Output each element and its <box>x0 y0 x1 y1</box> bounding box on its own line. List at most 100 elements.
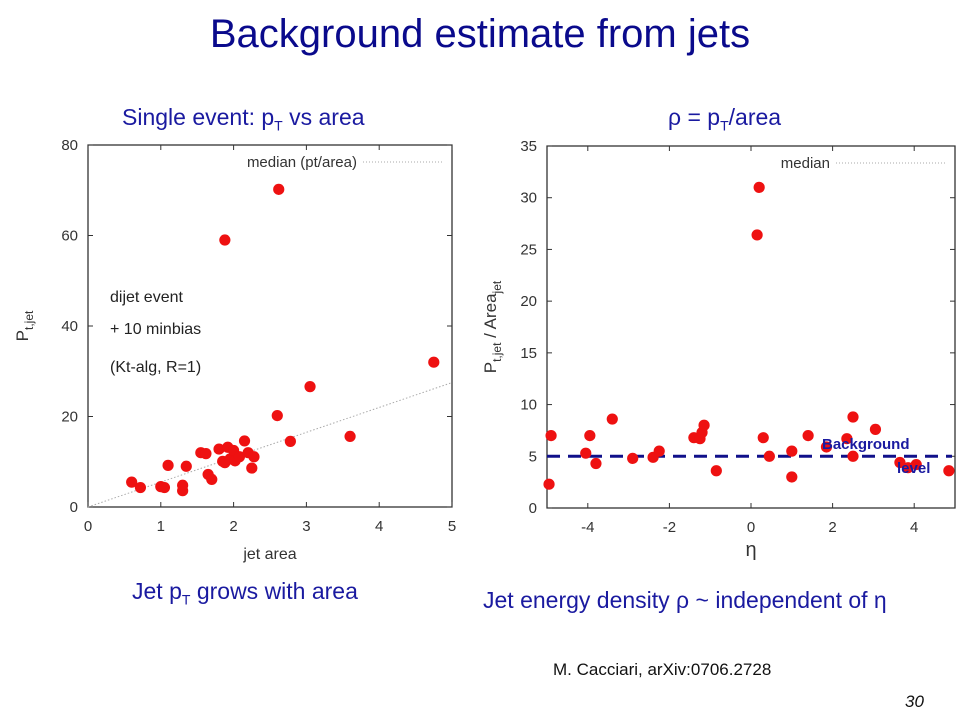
median-line <box>87 382 453 508</box>
data-point <box>869 423 882 435</box>
right-scatter-chart: -4 -2 0 2 4 0 5 10 15 20 25 30 35 η median Pt,jet / Are… <box>481 138 956 561</box>
right-chart-caption: Jet energy density ρ ~ independent of η <box>483 587 887 613</box>
data-point <box>847 411 859 423</box>
x-tick-label: -2 <box>663 519 676 536</box>
data-point <box>246 462 258 474</box>
data-point <box>584 430 596 442</box>
right-chart-subtitle: ρ = pT/area <box>668 104 781 134</box>
left-subtitle-text: Single event: p <box>122 104 275 130</box>
data-point <box>751 229 763 241</box>
legend-label: median (pt/area) <box>247 154 357 171</box>
plot-frame <box>546 145 956 509</box>
data-point <box>428 356 440 368</box>
left-subtitle-tail: vs area <box>282 104 365 130</box>
legend-label: median <box>781 155 830 172</box>
background-annotation-line2: level <box>897 460 930 477</box>
x-tick-label: 4 <box>910 519 918 536</box>
left-caption-text: Jet p <box>132 578 182 604</box>
y-axis-label: Pt,jet <box>13 310 36 341</box>
data-point <box>580 447 592 459</box>
data-point <box>238 435 251 447</box>
data-point <box>841 433 853 445</box>
y-tick-label: 5 <box>529 448 537 465</box>
y-tick-label: 25 <box>520 241 537 258</box>
data-point <box>233 451 246 463</box>
data-point <box>786 445 798 457</box>
data-point <box>248 451 260 463</box>
data-point <box>543 478 555 490</box>
data-point <box>180 460 192 472</box>
data-point <box>158 481 171 494</box>
data-point <box>763 450 775 462</box>
left-scatter-chart: 0 1 2 3 4 5 0 20 40 60 80 jet area median (pt/area) P… <box>13 137 456 563</box>
x-tick-label: -4 <box>581 519 594 536</box>
data-point <box>284 435 296 447</box>
data-point <box>698 419 710 431</box>
y-tick-label: 0 <box>70 499 78 516</box>
data-point <box>894 456 906 469</box>
left-subtitle-subscript: T <box>274 117 283 134</box>
x-tick-label: 5 <box>448 518 456 535</box>
background-annotation-line1: Background <box>822 436 910 453</box>
x-tick-label: 1 <box>157 518 165 535</box>
data-point <box>213 443 225 455</box>
data-point <box>206 473 218 485</box>
data-point <box>200 448 212 460</box>
left-caption-subscript: T <box>181 591 191 608</box>
data-point <box>910 458 922 471</box>
data-point <box>271 409 283 422</box>
y-tick-label: 30 <box>520 190 537 207</box>
right-subtitle-subscript: T <box>720 117 729 134</box>
x-tick-label: 2 <box>828 519 836 536</box>
y-tick-label: 60 <box>61 228 78 245</box>
y-tick-label: 40 <box>61 318 78 335</box>
y-tick-label: 0 <box>529 500 537 517</box>
x-tick-label: 4 <box>375 518 383 535</box>
chart-annotation: + 10 minbias <box>110 321 201 338</box>
data-point <box>606 413 618 425</box>
slide-title: Background estimate from jets <box>209 12 751 56</box>
data-point <box>820 441 833 453</box>
data-point <box>627 452 639 464</box>
data-point <box>162 459 174 471</box>
y-axis-label: Pt,jet / Areajet <box>481 280 504 373</box>
chart-annotation: dijet event <box>110 289 183 306</box>
y-tick-label: 20 <box>520 293 537 310</box>
x-axis-label: jet area <box>242 546 296 563</box>
y-tick-label: 80 <box>61 137 78 154</box>
data-point <box>710 465 722 477</box>
page-number: 30 <box>905 692 924 711</box>
data-point <box>304 381 316 393</box>
data-point <box>177 479 189 491</box>
x-tick-label: 3 <box>302 518 310 535</box>
left-caption-tail: grows with area <box>190 578 358 604</box>
y-tick-label: 20 <box>61 409 78 426</box>
x-tick-label: 0 <box>84 518 92 535</box>
data-point <box>590 457 602 470</box>
data-point <box>344 430 356 443</box>
data-point <box>943 465 955 477</box>
y-tick-label: 35 <box>520 138 537 155</box>
x-tick-label: 0 <box>747 519 755 536</box>
left-chart-subtitle: Single event: pT vs area <box>122 104 365 134</box>
data-point <box>753 181 765 193</box>
citation: M. Cacciari, arXiv:0706.2728 <box>553 660 772 679</box>
left-chart-caption: Jet pT grows with area <box>132 578 358 608</box>
data-point <box>802 430 814 442</box>
x-tick-label: 2 <box>229 518 237 535</box>
right-subtitle-text: ρ = p <box>668 104 721 130</box>
data-point <box>273 183 285 195</box>
right-subtitle-tail: /area <box>728 104 782 130</box>
data-point <box>653 445 665 457</box>
chart-annotation: (Kt-alg, R=1) <box>110 359 201 376</box>
data-point <box>219 234 231 246</box>
y-tick-label: 15 <box>520 345 537 362</box>
data-point <box>126 476 138 488</box>
data-point <box>545 430 557 442</box>
data-point <box>786 471 798 483</box>
data-point <box>757 432 769 444</box>
x-axis-label: η <box>745 539 756 561</box>
data-point <box>847 450 859 462</box>
data-point <box>134 481 147 494</box>
y-tick-label: 10 <box>520 397 537 414</box>
